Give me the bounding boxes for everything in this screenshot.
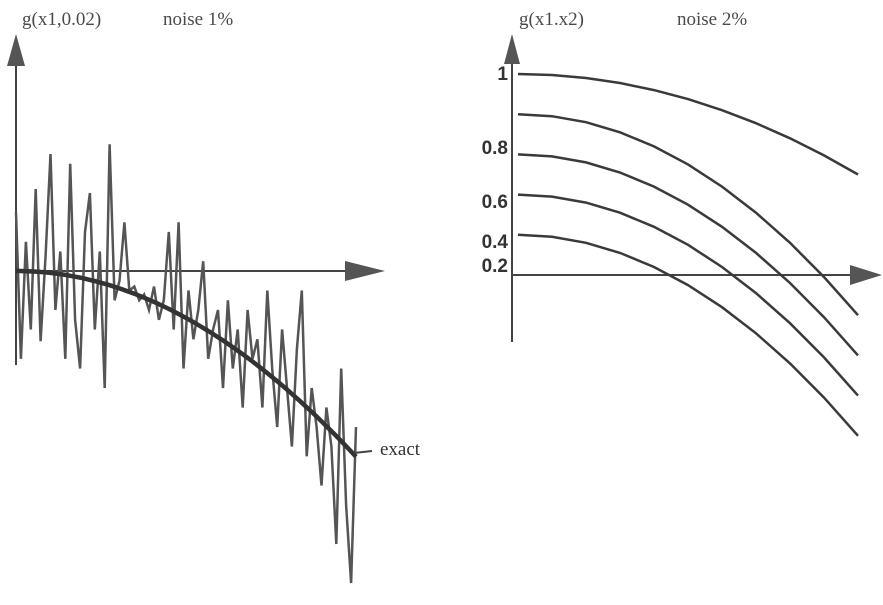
right-curve-label-0-8: 0.8: [482, 138, 508, 159]
right-curve-5: [517, 233, 859, 437]
left-exact-series-line: [16, 268, 358, 459]
right-curves: [517, 72, 859, 437]
left-x-axis-arrow: [345, 261, 385, 281]
left-chart-subtitle: noise 1%: [163, 9, 233, 30]
exact-annotation-leader: [353, 450, 373, 454]
left-chart-title: g(x1,0.02): [22, 9, 101, 30]
right-panel: g(x1.x2) noise 2% 1 0.8 0.6 0.4 0.2: [482, 9, 882, 437]
left-y-axis-arrow: [7, 34, 25, 66]
right-curve-2: [517, 112, 859, 317]
exact-annotation: exact: [380, 439, 421, 460]
right-chart-subtitle: noise 2%: [677, 9, 747, 30]
right-curve-label-0-2: 0.2: [482, 256, 508, 277]
right-curve-label-1: 1: [497, 64, 508, 85]
right-chart-title: g(x1.x2): [519, 9, 584, 30]
right-curve-1: [517, 72, 859, 176]
right-curve-4: [517, 193, 859, 397]
right-curve-3: [517, 153, 859, 357]
right-curve-label-0-6: 0.6: [482, 192, 508, 213]
right-curve-label-0-4: 0.4: [482, 232, 509, 253]
right-x-axis-arrow: [850, 265, 882, 285]
left-noisy-series-line: [14, 144, 358, 584]
right-y-axis-arrow: [504, 34, 520, 64]
left-panel: g(x1,0.02) noise 1% exact: [7, 9, 421, 584]
